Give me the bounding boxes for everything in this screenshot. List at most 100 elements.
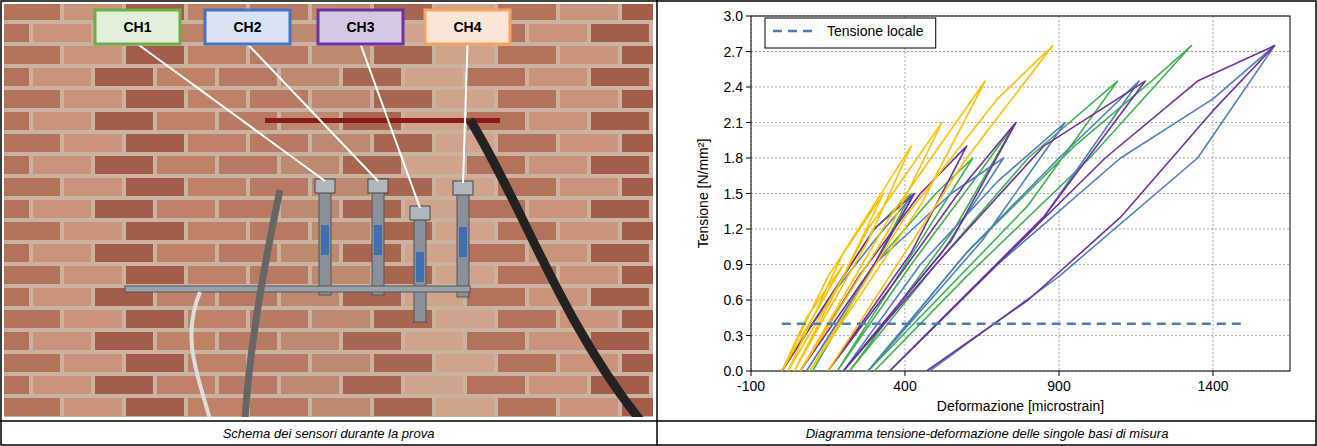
brick xyxy=(343,376,401,394)
brick xyxy=(188,178,246,196)
brick xyxy=(219,332,277,350)
brick xyxy=(436,398,494,416)
brick xyxy=(436,46,494,64)
cable xyxy=(191,292,210,417)
brick xyxy=(126,398,184,416)
brick xyxy=(560,90,618,108)
brick xyxy=(4,24,29,42)
y-tick-label: 0.6 xyxy=(724,292,744,308)
brick xyxy=(591,156,649,174)
tick-mark xyxy=(905,371,906,376)
legend-swatch xyxy=(773,30,817,33)
brick xyxy=(4,266,60,284)
brick xyxy=(33,156,91,174)
brick xyxy=(467,68,525,86)
brick xyxy=(529,156,587,174)
y-tick-label: 1.5 xyxy=(724,186,744,202)
series-line xyxy=(782,46,1053,371)
grid-line xyxy=(751,229,1290,230)
brick xyxy=(219,68,277,86)
brick xyxy=(591,288,649,306)
x-tick-label: 400 xyxy=(893,378,917,394)
brick xyxy=(188,90,246,108)
brick xyxy=(405,68,463,86)
brick xyxy=(405,156,463,174)
brick xyxy=(591,244,649,262)
brick xyxy=(622,46,653,64)
brick xyxy=(126,46,184,64)
brick xyxy=(64,178,122,196)
brick xyxy=(4,332,29,350)
brick xyxy=(4,200,29,218)
brick xyxy=(498,46,556,64)
brick xyxy=(591,200,649,218)
brick xyxy=(95,332,153,350)
brick xyxy=(64,222,122,240)
brick xyxy=(95,156,153,174)
brick xyxy=(312,178,370,196)
brick xyxy=(33,332,91,350)
y-tick-label: 0.0 xyxy=(724,363,744,379)
brick xyxy=(64,90,122,108)
sensor-rod xyxy=(372,185,384,295)
brick xyxy=(188,46,246,64)
sensor-head xyxy=(315,179,335,193)
brick xyxy=(4,4,60,20)
leader-line xyxy=(248,44,379,181)
series-line xyxy=(782,46,1275,371)
legend-box xyxy=(765,18,936,48)
figure: CH1CH2CH3CH40.00.30.60.91.21.51.82.12.42… xyxy=(0,0,1317,446)
brick xyxy=(374,134,432,152)
brick xyxy=(188,222,246,240)
plot-frame xyxy=(751,16,1290,371)
series-group xyxy=(782,46,1275,371)
y-tick-label: 2.7 xyxy=(724,44,744,60)
brick xyxy=(4,310,60,328)
brick xyxy=(33,244,91,262)
brick xyxy=(312,310,370,328)
brick xyxy=(374,46,432,64)
chart: 0.00.30.60.91.21.51.82.12.42.73.0-100400… xyxy=(695,8,1290,414)
grid-line xyxy=(751,158,1290,159)
brick xyxy=(591,68,649,86)
brick xyxy=(343,156,401,174)
y-tick-label: 2.4 xyxy=(724,79,744,95)
brick xyxy=(467,332,525,350)
brick xyxy=(64,134,122,152)
plot-area xyxy=(751,16,1290,371)
brick xyxy=(4,398,60,416)
brick xyxy=(126,310,184,328)
sensor-head xyxy=(368,179,388,193)
brick xyxy=(126,178,184,196)
photo: CH1CH2CH3CH4 xyxy=(4,4,653,417)
brick xyxy=(33,24,91,42)
brick xyxy=(498,310,556,328)
brick xyxy=(33,68,91,86)
brick xyxy=(219,156,277,174)
brick xyxy=(436,310,494,328)
brick xyxy=(250,222,308,240)
brick xyxy=(622,178,653,196)
brick xyxy=(312,398,370,416)
legend-label: Tensione locale xyxy=(827,23,924,39)
grid-line xyxy=(751,264,1290,265)
series-line xyxy=(782,322,1244,325)
x-tick-label: -100 xyxy=(737,378,765,394)
brick xyxy=(157,156,215,174)
x-tick-label: 900 xyxy=(1047,378,1071,394)
brick xyxy=(312,90,370,108)
tick-mark xyxy=(746,16,751,17)
brick xyxy=(4,112,29,130)
tick-mark xyxy=(746,122,751,123)
brick xyxy=(126,134,184,152)
brick xyxy=(33,376,91,394)
channel-label: CH1 xyxy=(123,19,151,35)
sensor-body xyxy=(459,227,467,257)
sensor-body xyxy=(416,252,424,282)
brick xyxy=(281,376,339,394)
brick xyxy=(4,288,29,306)
x-tick-label: 1400 xyxy=(1197,378,1228,394)
brick xyxy=(4,244,29,262)
brick xyxy=(405,376,463,394)
brick xyxy=(64,354,122,372)
